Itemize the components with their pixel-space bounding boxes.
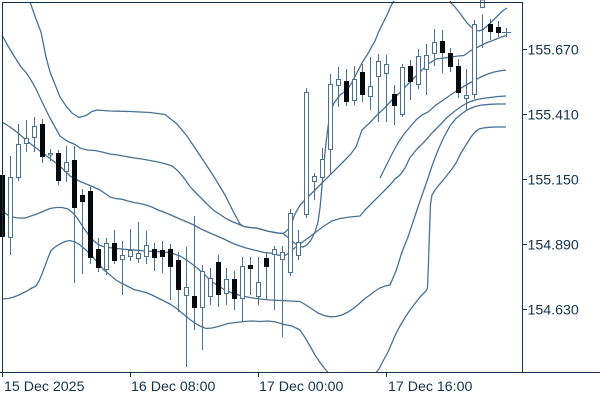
- svg-text:16 Dec 08:00: 16 Dec 08:00: [131, 379, 216, 395]
- svg-text:17 Dec 16:00: 17 Dec 16:00: [388, 379, 473, 395]
- svg-text:17 Dec 00:00: 17 Dec 00:00: [259, 379, 344, 395]
- svg-text:15 Dec 2025: 15 Dec 2025: [4, 379, 85, 395]
- svg-text:155.670: 155.670: [528, 43, 579, 59]
- svg-text:155.150: 155.150: [528, 173, 579, 189]
- svg-text:154.630: 154.630: [528, 303, 579, 319]
- svg-text:155.410: 155.410: [528, 108, 579, 124]
- svg-text:154.890: 154.890: [528, 238, 579, 254]
